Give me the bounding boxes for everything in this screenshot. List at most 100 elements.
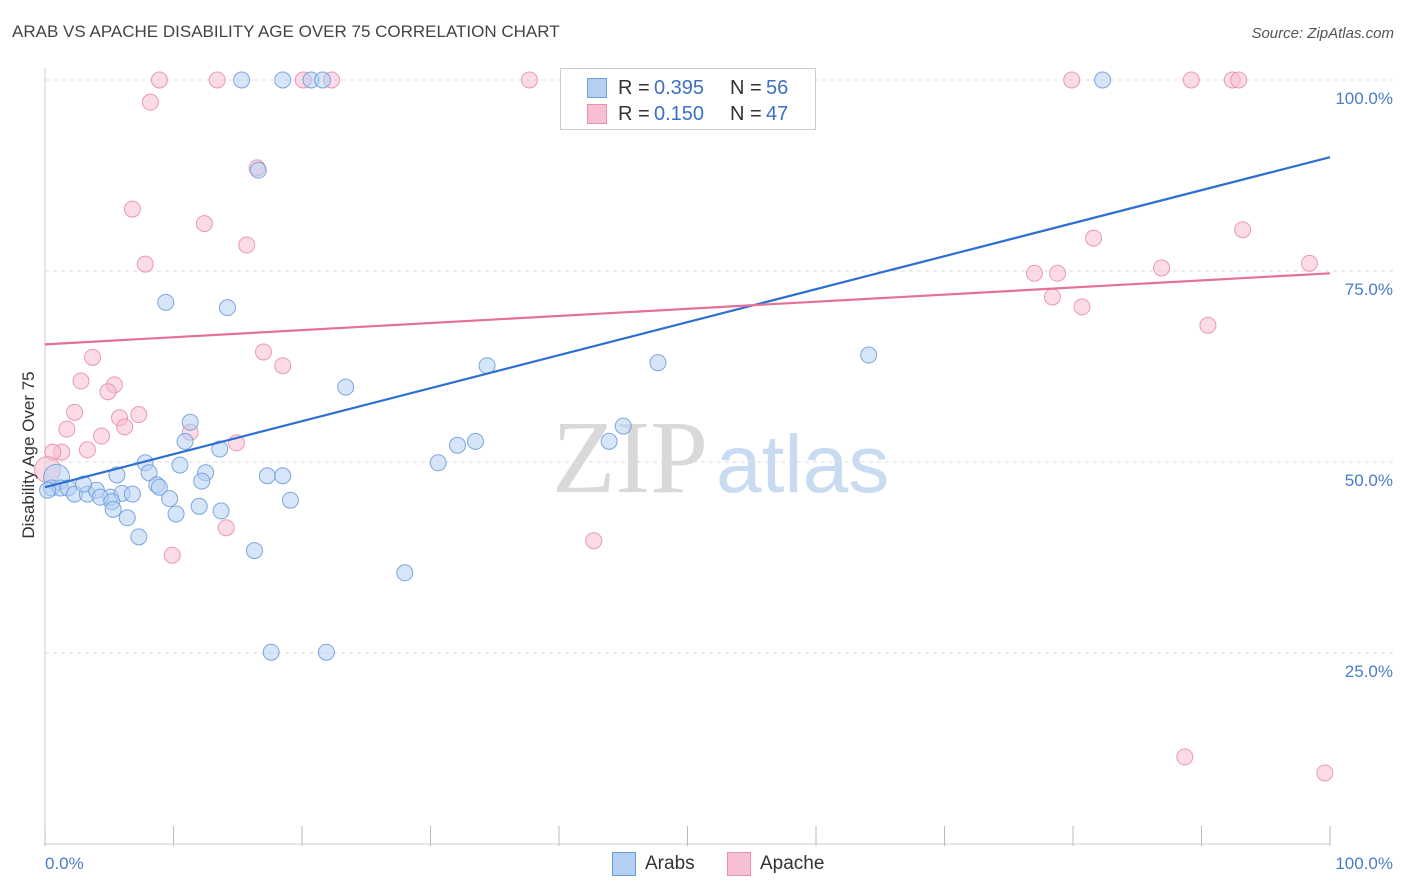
y-axis-title: Disability Age Over 75: [19, 371, 38, 538]
watermark-atlas: atlas: [716, 419, 889, 510]
arabs-point: [218, 299, 236, 317]
apache-point: [1085, 229, 1103, 247]
arabs-point: [860, 346, 878, 364]
arabs-point: [167, 505, 185, 523]
y-tick-label-75: 75.0%: [1345, 280, 1393, 299]
r-value: 0.395: [654, 77, 705, 99]
arabs-point: [274, 71, 292, 89]
watermark-zip: ZIP: [552, 400, 708, 515]
apache-swatch: [587, 104, 607, 124]
arabs-point: [281, 491, 299, 509]
y-tick-label-50: 50.0%: [1345, 471, 1393, 490]
apache-point: [99, 383, 117, 401]
arabs-point: [104, 500, 122, 518]
arabs-point: [262, 643, 280, 661]
apache-point: [1234, 221, 1252, 239]
arabs-point: [466, 432, 484, 450]
arabs-point: [157, 293, 175, 311]
arabs-point: [140, 464, 158, 482]
arabs-point: [181, 413, 199, 431]
arabs-point: [258, 467, 276, 485]
arabs-point: [212, 502, 230, 520]
apache-point: [93, 427, 111, 445]
arabs-point: [130, 528, 148, 546]
n-label: N =: [730, 77, 762, 99]
apache-point: [1153, 259, 1171, 277]
stats-row-arabs: R = 0.395 N = 56: [561, 75, 815, 101]
apache-point: [1073, 298, 1091, 316]
apache-point: [195, 215, 213, 233]
arabs-point: [448, 436, 466, 454]
legend-apache-swatch: [727, 852, 751, 876]
n-value: 56: [766, 77, 789, 99]
apache-point: [1063, 71, 1081, 89]
x-axis-ticks: [44, 826, 1331, 846]
apache-point: [1182, 71, 1200, 89]
apache-point: [136, 255, 154, 273]
arabs-point: [600, 432, 618, 450]
legend-arabs-swatch: [612, 852, 636, 876]
arabs-point: [233, 71, 251, 89]
zipatlas-watermark: ZIP atlas: [552, 400, 889, 515]
arabs-point: [1094, 71, 1112, 89]
arabs-point: [123, 485, 141, 503]
apache-point: [217, 519, 235, 537]
x-tick-label-min: 0.0%: [45, 854, 84, 873]
arabs-point: [150, 478, 168, 496]
arabs-point: [211, 440, 229, 458]
arabs-point: [337, 378, 355, 396]
arabs-point: [118, 509, 136, 527]
apache-point: [254, 343, 272, 361]
apache-point: [1230, 71, 1248, 89]
apache-point: [141, 93, 159, 111]
apache-point: [208, 71, 226, 89]
apache-point: [1316, 764, 1334, 782]
apache-point: [1043, 288, 1061, 306]
apache-point: [1199, 316, 1217, 334]
chart-title: ARAB VS APACHE DISABILITY AGE OVER 75 CO…: [12, 22, 560, 41]
apache-point: [78, 441, 96, 459]
arabs-swatch: [587, 78, 607, 98]
apache-point: [58, 420, 76, 438]
apache-point: [520, 71, 538, 89]
legend-apache-label: Apache: [760, 853, 825, 874]
apache-point: [150, 71, 168, 89]
arabs-trend-line: [44, 156, 1331, 489]
arabs-point: [429, 454, 447, 472]
n-value: 47: [766, 103, 789, 125]
apache-point: [238, 236, 256, 254]
apache-trend-line: [44, 272, 1331, 346]
source-credit: Source: ZipAtlas.com: [1251, 25, 1394, 42]
arabs-point: [245, 542, 263, 560]
arabs-points: [39, 71, 1112, 661]
apache-point: [585, 532, 603, 550]
y-tick-label-25: 25.0%: [1345, 662, 1393, 681]
apache-point: [1025, 264, 1043, 282]
apache-point: [72, 372, 90, 390]
apache-point: [84, 348, 102, 366]
apache-point: [1049, 264, 1067, 282]
x-tick-label-max: 100.0%: [1335, 854, 1393, 873]
n-label: N =: [730, 103, 762, 125]
arabs-point: [317, 643, 335, 661]
arabs-point: [190, 497, 208, 515]
stats-row-apache: R = 0.150 N = 47: [561, 101, 815, 127]
apache-point: [274, 357, 292, 375]
arabs-point: [274, 467, 292, 485]
arabs-point: [396, 564, 414, 582]
apache-point: [123, 200, 141, 218]
arabs-point: [176, 432, 194, 450]
arabs-point: [649, 354, 667, 372]
arabs-point: [314, 71, 332, 89]
arabs-point: [614, 417, 632, 435]
trend-lines: [44, 156, 1331, 489]
arabs-point: [171, 456, 189, 474]
r-label: R =: [618, 103, 650, 125]
stats-legend: R = 0.395 N = 56 R = 0.150 N = 47: [560, 68, 816, 130]
apache-point: [1176, 748, 1194, 766]
apache-point: [66, 403, 84, 421]
apache-point: [163, 546, 181, 564]
r-label: R =: [618, 77, 650, 99]
r-value: 0.150: [654, 103, 705, 125]
